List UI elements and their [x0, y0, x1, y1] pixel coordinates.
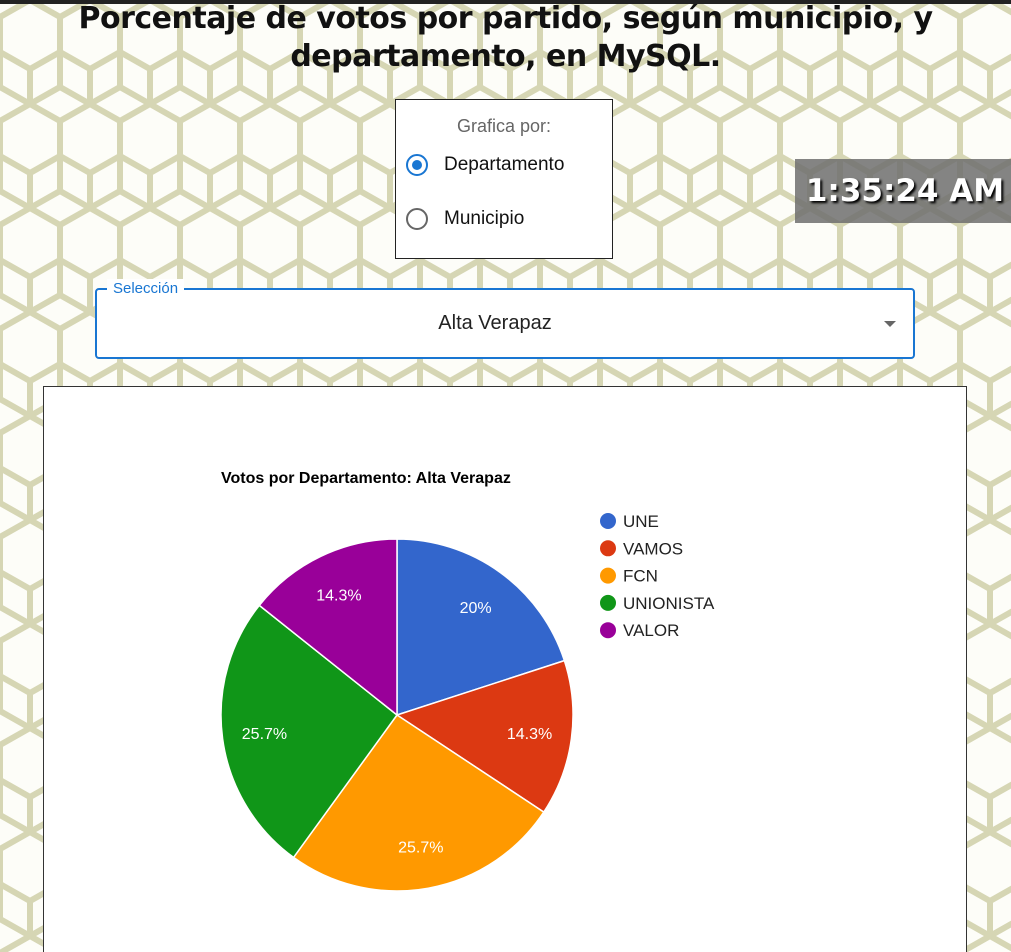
legend-dot-unionista — [600, 594, 616, 611]
slice-label-unionista: 25.7% — [242, 726, 287, 743]
chart-panel: Votos por Departamento: Alta Verapaz 20%… — [43, 386, 967, 952]
legend-dot-valor — [600, 622, 616, 639]
radio-municipio[interactable]: Municipio — [406, 208, 524, 230]
legend-dot-fcn — [600, 567, 616, 584]
slice-label-une: 20% — [460, 600, 492, 617]
pie-slice-une[interactable] — [396, 538, 566, 717]
legend-dot-vamos — [600, 540, 616, 557]
top-border — [0, 0, 1011, 4]
slice-label-vamos: 14.3% — [507, 726, 552, 743]
legend-dot-une — [600, 513, 616, 529]
legend-label-unionista: UNIONISTA — [623, 594, 715, 613]
select-label: Selección — [107, 279, 185, 299]
page-title: Porcentaje de votos por partido, según m… — [78, 1, 933, 74]
select-value: Alta Verapaz — [438, 312, 552, 334]
pie-slice-unionista[interactable] — [220, 604, 399, 859]
pie-slice-valor[interactable] — [258, 538, 398, 717]
chevron-down-icon[interactable] — [884, 321, 896, 327]
chart-by-radio-group: Grafica por: Departamento Municipio — [395, 99, 613, 259]
legend-label-une: UNE — [623, 512, 659, 531]
slice-label-fcn: 25.7% — [398, 840, 443, 857]
radio-departamento[interactable]: Departamento — [406, 154, 564, 176]
seleccion-select[interactable]: Selección Alta Verapaz — [95, 279, 915, 359]
legend-label-fcn: FCN — [623, 567, 658, 586]
pie-slice-vamos[interactable] — [395, 659, 574, 814]
radio-unchecked-icon[interactable] — [406, 208, 428, 230]
radio-departamento-label: Departamento — [444, 154, 565, 175]
slice-label-valor: 14.3% — [316, 588, 361, 605]
radio-municipio-label: Municipio — [444, 208, 525, 229]
pie-chart: Votos por Departamento: Alta Verapaz 20%… — [220, 470, 715, 892]
radio-group-legend: Grafica por: — [456, 116, 552, 136]
legend-label-valor: VALOR — [623, 621, 679, 640]
pie-slice-fcn[interactable] — [292, 713, 545, 892]
clock-display: 1:35:24 AM — [795, 159, 1011, 223]
legend-label-vamos: VAMOS — [623, 539, 683, 558]
chart-title: Votos por Departamento: Alta Verapaz — [221, 470, 511, 487]
radio-checked-icon[interactable] — [406, 154, 428, 176]
